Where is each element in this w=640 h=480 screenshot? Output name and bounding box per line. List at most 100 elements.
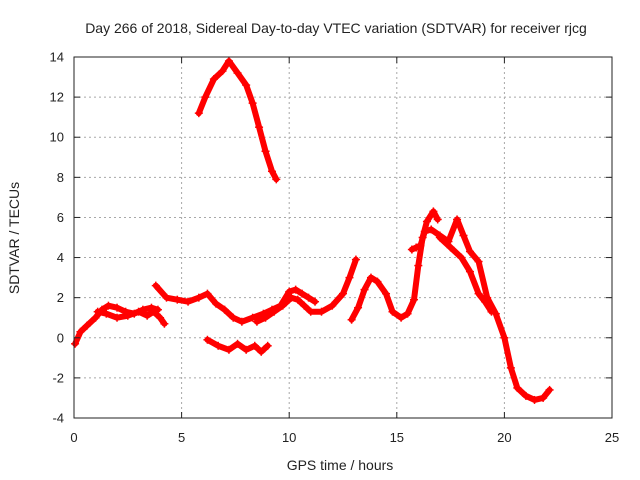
data-point [93,307,102,316]
data-point [82,321,91,330]
data-point [151,281,160,290]
data-point [465,247,474,256]
data-point [422,217,431,226]
data-point [224,57,233,66]
data-point [113,303,122,312]
x-tick-label: 5 [178,430,185,445]
data-point [360,285,369,294]
x-axis-label: GPS time / hours [287,457,394,473]
data-point [209,75,218,84]
x-tick-label: 20 [497,430,511,445]
data-point [248,313,257,322]
data-point [311,297,320,306]
data-point [255,123,264,132]
data-point [412,243,421,252]
data-point [233,69,242,78]
data-series [71,57,554,404]
data-point [224,345,233,354]
data-point [143,311,152,320]
series-arc-4 [195,58,280,183]
data-point [317,307,326,316]
data-point [403,309,412,318]
data-point [229,313,238,322]
data-point [76,327,85,336]
x-tick-label: 25 [605,430,619,445]
data-point [300,301,309,310]
y-tick-label: -2 [52,370,64,385]
data-point [214,341,223,350]
data-point [429,207,438,216]
y-tick-label: 10 [50,130,64,145]
data-point [410,295,419,304]
data-point [263,341,272,350]
data-point [427,225,436,234]
y-axis-label: SDTVAR / TECUs [6,182,22,294]
data-point [373,277,382,286]
grid [74,57,612,418]
data-point [134,307,143,316]
data-point [433,215,442,224]
data-point [453,215,462,224]
chart-title: Day 266 of 2018, Sidereal Day-to-day VTE… [85,20,587,36]
data-point [270,307,279,316]
data-point [347,315,356,324]
data-point [474,257,483,266]
data-point [388,307,397,316]
y-tick-label: 12 [50,90,64,105]
data-point [173,295,182,304]
data-point [194,293,203,302]
data-point [160,319,169,328]
y-tick-label: 4 [57,250,64,265]
data-point [194,109,203,118]
data-point [252,317,261,326]
data-point [203,335,212,344]
data-point [162,293,171,302]
data-point [287,293,296,302]
data-point [339,289,347,298]
x-tick-label: 15 [390,430,404,445]
data-point [248,99,257,108]
data-point [242,81,251,90]
data-point [481,297,490,306]
data-point [257,347,266,356]
data-point [261,147,270,156]
data-point [104,301,113,310]
data-point [351,255,360,264]
data-point [345,273,354,282]
data-point [71,339,80,348]
data-point [102,309,111,318]
data-point [149,307,158,316]
data-point [474,289,483,298]
data-point [203,289,212,298]
data-point [500,333,509,342]
data-point [233,339,242,348]
data-point [446,243,455,252]
data-point [414,261,423,270]
data-point [416,241,425,250]
y-tick-label: 2 [57,290,64,305]
data-point [261,313,270,322]
data-point [267,167,276,176]
data-point [457,253,466,262]
series-arc-8 [408,216,553,403]
data-point [201,93,210,102]
data-point [465,267,474,276]
data-point [506,363,515,372]
data-point [250,341,259,350]
data-point [545,385,554,394]
data-point [459,231,468,240]
data-point [91,313,100,322]
y-tick-label: 8 [57,170,64,185]
data-point [304,293,313,302]
y-tick-label: 14 [50,50,64,65]
data-point [220,305,229,314]
data-point [156,313,165,322]
data-point [272,175,281,184]
data-point [435,233,444,242]
data-point [420,227,429,236]
plot-frame [73,56,613,419]
data-point [298,289,307,298]
data-point [513,383,522,392]
data-point [397,313,406,322]
